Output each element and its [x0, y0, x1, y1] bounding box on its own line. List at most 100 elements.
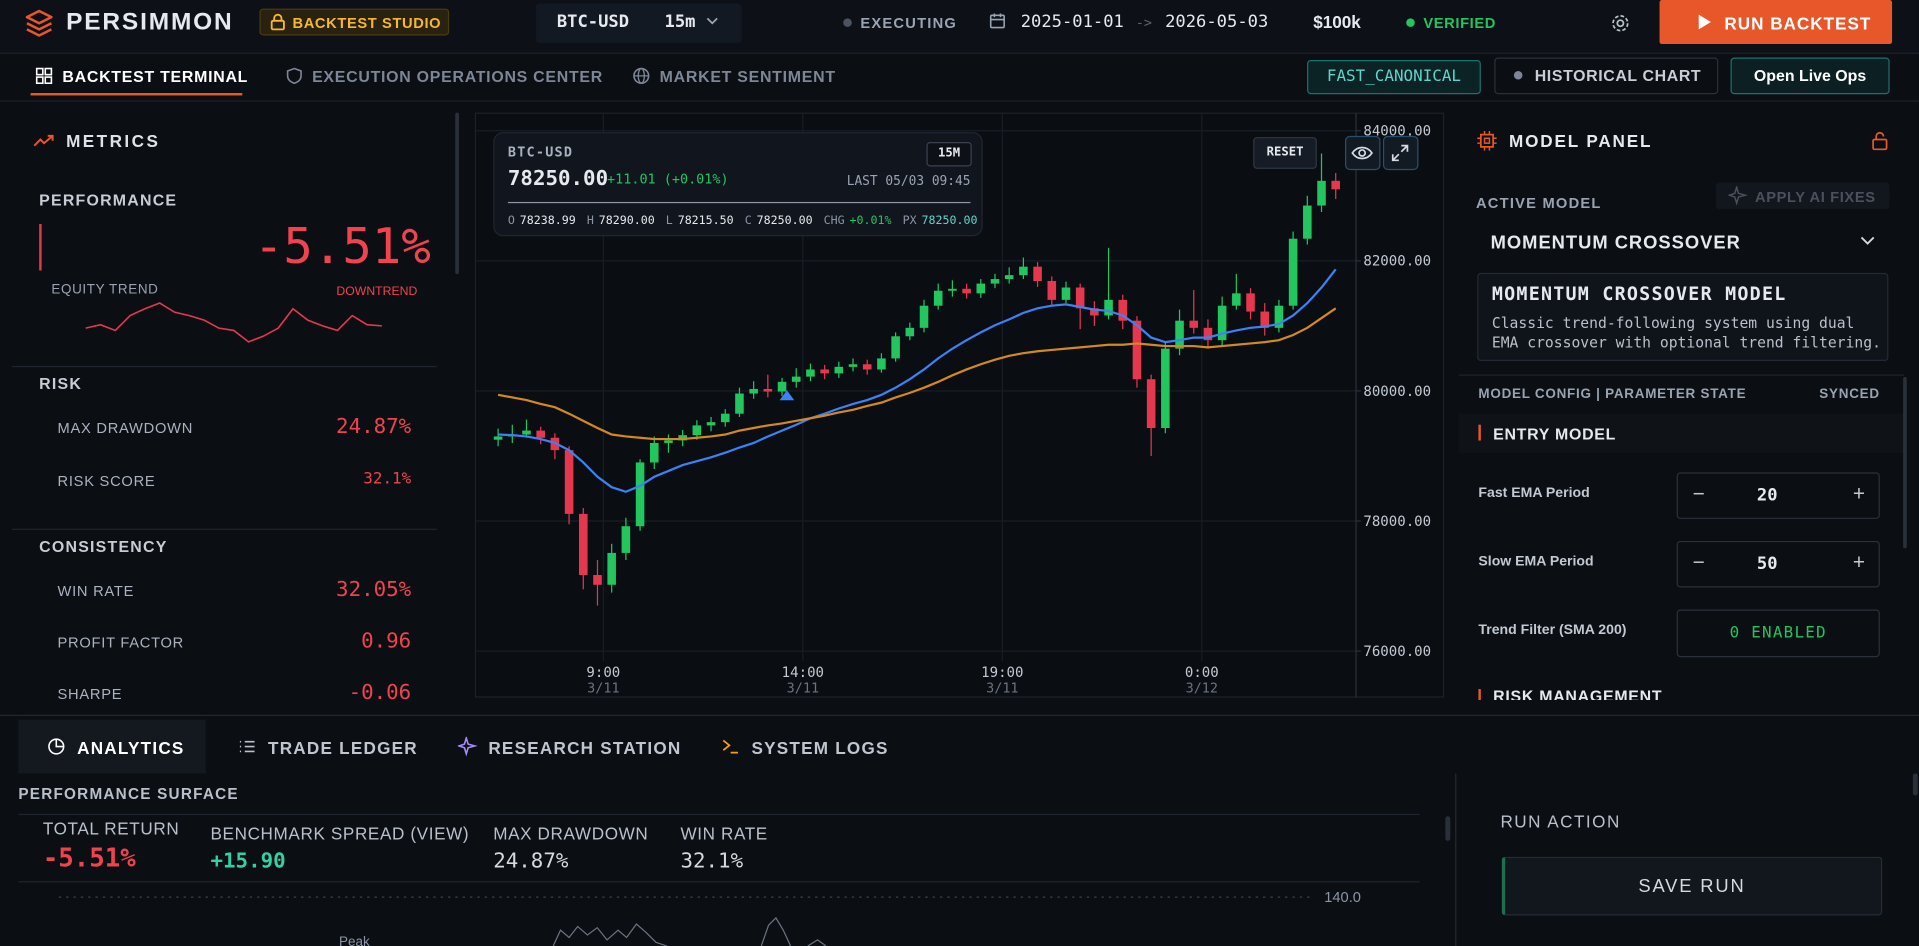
- section-header: [1458, 413, 1905, 453]
- candle-body: [1331, 180, 1340, 190]
- expand-button[interactable]: [1382, 135, 1419, 171]
- historical-button[interactable]: [1494, 57, 1719, 95]
- x-tick-label: 9:00: [586, 665, 620, 681]
- live-text[interactable]: Open Live Ops: [1753, 66, 1867, 85]
- scrollbar[interactable]: [1445, 816, 1451, 841]
- candle-body: [621, 526, 631, 553]
- bottom-tab[interactable]: RESEARCH STATION: [488, 737, 682, 758]
- capital: $100k: [1313, 12, 1361, 32]
- decrement[interactable]: −: [1692, 482, 1705, 506]
- candle-body: [706, 422, 716, 426]
- model-card-title: MOMENTUM CROSSOVER MODEL: [1491, 282, 1787, 305]
- config-label: MODEL CONFIG | PARAMETER STATE: [1478, 386, 1747, 402]
- param-value[interactable]: 0 ENABLED: [1729, 624, 1827, 643]
- candle-body: [1161, 348, 1170, 429]
- run-button[interactable]: [1659, 0, 1893, 45]
- param-value[interactable]: 50: [1756, 554, 1778, 574]
- param-name: Trend Filter (SMA 200): [1478, 622, 1627, 638]
- stat-label: WIN RATE: [680, 823, 768, 844]
- candle-body: [678, 435, 687, 441]
- symbol-box[interactable]: [536, 3, 742, 43]
- research-icon: [457, 736, 478, 757]
- model-select[interactable]: MOMENTUM CROSSOVER: [1490, 232, 1741, 254]
- candle-body: [1203, 327, 1213, 341]
- ohlc-key: CHG: [823, 214, 845, 228]
- accent-bar: [39, 223, 42, 271]
- nav-tab[interactable]: BACKTEST TERMINAL: [62, 67, 249, 86]
- nav-border: [0, 100, 1919, 102]
- candle-body: [1303, 205, 1312, 239]
- historical-text[interactable]: HISTORICAL CHART: [1534, 66, 1702, 85]
- scrollbar[interactable]: [455, 112, 459, 275]
- clip: RISK MANAGEMENT: [1459, 671, 1904, 701]
- reset-button[interactable]: [1253, 137, 1317, 169]
- bottom-tab[interactable]: ANALYTICS: [77, 737, 185, 758]
- x-tick-label: 19:00: [981, 665, 1023, 681]
- candle-body: [919, 305, 929, 328]
- historical-dot: [1513, 70, 1523, 80]
- stat-label: MAX DRAWDOWN: [493, 823, 649, 844]
- chevron[interactable]: [1860, 236, 1875, 246]
- peak-label: Peak: [339, 935, 370, 946]
- bottom-tab[interactable]: SYSTEM LOGS: [751, 737, 889, 758]
- performance-value: -5.51%: [253, 219, 431, 276]
- apply-text[interactable]: APPLY AI FIXES: [1755, 188, 1876, 206]
- lock-icon[interactable]: [1871, 131, 1888, 151]
- terminal-icon: [722, 739, 738, 754]
- model-card-desc: Classic trend-following system using dua…: [1491, 314, 1881, 352]
- settings-icon[interactable]: [1609, 12, 1631, 34]
- eye-button[interactable]: [1345, 135, 1381, 171]
- bottom-tab[interactable]: TRADE LEDGER: [268, 737, 418, 758]
- analytics-icon: [48, 738, 65, 755]
- ohlc-row: O 78238.99 H 78290.00 L 78215.50 C 78250.00 CHG +…: [508, 214, 989, 227]
- eye-icon: [1351, 146, 1373, 160]
- param-value[interactable]: 20: [1756, 485, 1778, 506]
- save-button[interactable]: [1501, 856, 1883, 916]
- scrollbar[interactable]: [1903, 376, 1907, 549]
- candle-body: [493, 436, 503, 440]
- interval[interactable]: 15m: [664, 12, 696, 32]
- y-tick-label: 78000.00: [1363, 514, 1431, 530]
- section-label: RISK: [39, 374, 83, 393]
- nav-tab[interactable]: EXECUTION OPERATIONS CENTER: [312, 67, 603, 86]
- badge-text: BACKTEST STUDIO: [292, 14, 442, 32]
- terminal-icon: [35, 67, 53, 85]
- candle-body: [720, 413, 730, 423]
- ohlc-value: 78290.00: [598, 214, 655, 228]
- stat-label: TOTAL RETURN: [42, 818, 180, 839]
- logo-icon: [25, 9, 53, 37]
- stat-label: BENCHMARK SPREAD (VIEW): [210, 823, 470, 844]
- decrement[interactable]: −: [1692, 550, 1705, 574]
- candle-body: [649, 442, 659, 463]
- candle-body: [1189, 320, 1199, 328]
- interval-chip: [926, 141, 972, 167]
- reset-text[interactable]: RESET: [1266, 145, 1304, 160]
- increment[interactable]: +: [1852, 482, 1866, 506]
- date-end[interactable]: 2026-05-03: [1165, 12, 1269, 32]
- ema-line: [497, 307, 1337, 441]
- candle-body: [891, 336, 900, 359]
- chevron: [706, 17, 718, 25]
- scrollbar[interactable]: [1912, 773, 1918, 796]
- candle-body: [777, 381, 787, 392]
- date-start[interactable]: 2025-01-01: [1020, 12, 1124, 32]
- bottom-border: [0, 714, 1919, 716]
- metric-value: 0.96: [361, 629, 412, 654]
- sparkle-icon: [1728, 186, 1748, 206]
- candle-body: [905, 327, 915, 337]
- run-button-text[interactable]: RUN BACKTEST: [1724, 13, 1872, 34]
- symbol[interactable]: BTC-USD: [556, 12, 630, 32]
- candle-body: [1118, 299, 1128, 321]
- save-text[interactable]: SAVE RUN: [1638, 876, 1746, 898]
- nav-tab[interactable]: MARKET SENTIMENT: [659, 67, 836, 86]
- stat-value: 32.1%: [680, 849, 744, 874]
- candle-body: [735, 393, 744, 414]
- increment[interactable]: +: [1852, 550, 1866, 574]
- section-label: PERFORMANCE: [39, 190, 178, 210]
- toggle[interactable]: [1676, 609, 1880, 658]
- live-button[interactable]: [1730, 57, 1890, 95]
- signal-marker: [779, 390, 795, 401]
- price-chart: 76000.00 78000.00 80000.00 82000.00 84000.00…: [474, 112, 1431, 698]
